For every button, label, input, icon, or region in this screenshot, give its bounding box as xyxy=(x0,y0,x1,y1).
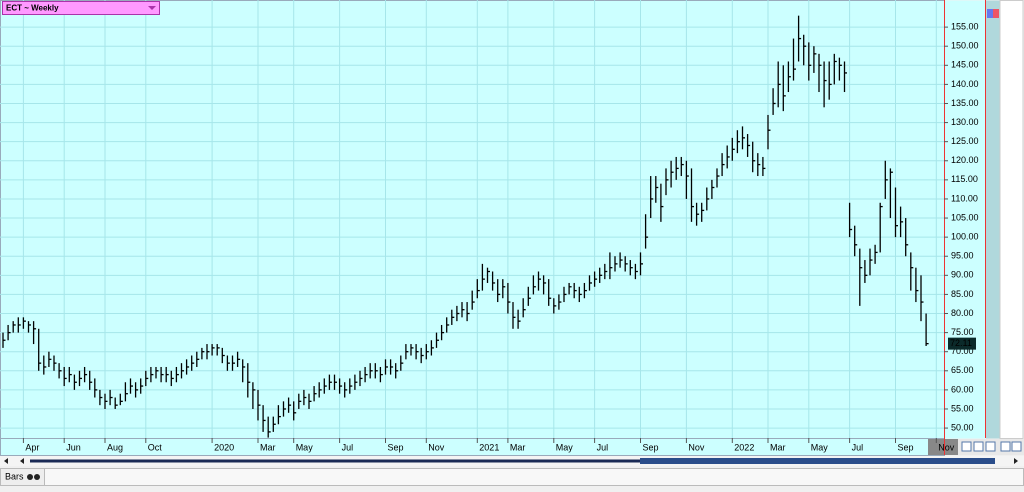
panel-icon xyxy=(34,474,40,480)
x-tick-label: Jun xyxy=(66,442,81,452)
y-tick-label: 140.00 xyxy=(951,79,979,89)
x-tick-label: May xyxy=(296,442,314,452)
x-tick-label: 2020 xyxy=(214,442,234,452)
x-tick-label: Mar xyxy=(770,442,786,452)
side-panel xyxy=(999,0,1024,439)
y-tick-label: 130.00 xyxy=(951,117,979,127)
price-tag-label: 72.11 xyxy=(950,338,972,348)
x-tick-label: Jul xyxy=(852,442,864,452)
x-tick-label: Apr xyxy=(25,442,39,452)
zoom-button[interactable] xyxy=(973,441,984,452)
x-tick-label: Aug xyxy=(107,442,123,452)
x-tick-label: Mar xyxy=(510,442,526,452)
y-tick-label: 90.00 xyxy=(951,270,974,280)
plot-area xyxy=(0,0,945,439)
y-tick-label: 65.00 xyxy=(951,365,974,375)
panel-label: Bars xyxy=(5,471,24,481)
x-tick-label: Nov xyxy=(688,442,705,452)
x-axis-current xyxy=(928,439,958,455)
y-tick-label: 95.00 xyxy=(951,251,974,261)
scroll-left2[interactable] xyxy=(20,458,24,464)
side-strip xyxy=(986,0,1000,439)
zoom-button[interactable] xyxy=(1011,441,1022,452)
x-tick-label: 2021 xyxy=(479,442,499,452)
marks: 50.00 55.00 60.00 65.00 70.00 75.00 80.00 85.00… xyxy=(0,0,979,452)
b-button[interactable] xyxy=(987,9,993,18)
y-tick-label: 125.00 xyxy=(951,136,979,146)
y-tick-label: 145.00 xyxy=(951,60,979,70)
x-tick-label: 2022 xyxy=(734,442,754,452)
x-axis-area xyxy=(0,438,945,456)
panel-tab[interactable] xyxy=(0,468,45,486)
x-tick-label: Jul xyxy=(597,442,609,452)
y-tick-label: 105.00 xyxy=(951,212,979,222)
x-tick-label: Nov xyxy=(428,442,445,452)
y-tick-label: 135.00 xyxy=(951,98,979,108)
y-axis-area xyxy=(945,0,985,439)
x-tick-label: Sep xyxy=(388,442,404,452)
title-dropdown[interactable] xyxy=(148,6,156,10)
zoom-button[interactable] xyxy=(961,441,972,452)
y-tick-label: 155.00 xyxy=(951,21,979,31)
x-tick-label: Sep xyxy=(898,442,914,452)
price-tag xyxy=(948,337,976,350)
y-tick-label: 150.00 xyxy=(951,41,979,51)
y-tick-label: 120.00 xyxy=(951,155,979,165)
y-tick-label: 60.00 xyxy=(951,384,974,394)
panel-icon xyxy=(27,474,33,480)
zoom-button[interactable] xyxy=(1000,441,1011,452)
y-tick-label: 85.00 xyxy=(951,289,974,299)
x-tick-label: Mar xyxy=(260,442,276,452)
y-tick-label: 80.00 xyxy=(951,308,974,318)
scroll-thumb[interactable] xyxy=(640,458,995,464)
y-tick-label: 75.00 xyxy=(951,327,974,337)
s-button[interactable] xyxy=(993,9,999,18)
y-tick-label: 55.00 xyxy=(951,403,974,413)
y-tick-label: 110.00 xyxy=(951,193,978,203)
x-tick-label: Sep xyxy=(643,442,659,452)
zoom-button[interactable] xyxy=(985,441,996,452)
y-tick-label: 115.00 xyxy=(951,174,978,184)
chart-title: ECT ~ Weekly xyxy=(6,4,59,13)
x-tick-label: Oct xyxy=(148,442,163,452)
y-tick-label: 50.00 xyxy=(951,422,974,432)
scroll-right[interactable] xyxy=(1014,458,1018,464)
panel-bar xyxy=(0,468,1024,486)
y-tick-label: 70.00 xyxy=(951,346,974,356)
scroll-left[interactable] xyxy=(4,458,8,464)
title-box[interactable] xyxy=(2,1,160,15)
x-tick-label: Jul xyxy=(342,442,354,452)
x-tick-label: May xyxy=(556,442,574,452)
x-tick-label: May xyxy=(811,442,829,452)
x-tick-label: Nov xyxy=(938,442,955,452)
y-tick-label: 100.00 xyxy=(951,232,979,242)
